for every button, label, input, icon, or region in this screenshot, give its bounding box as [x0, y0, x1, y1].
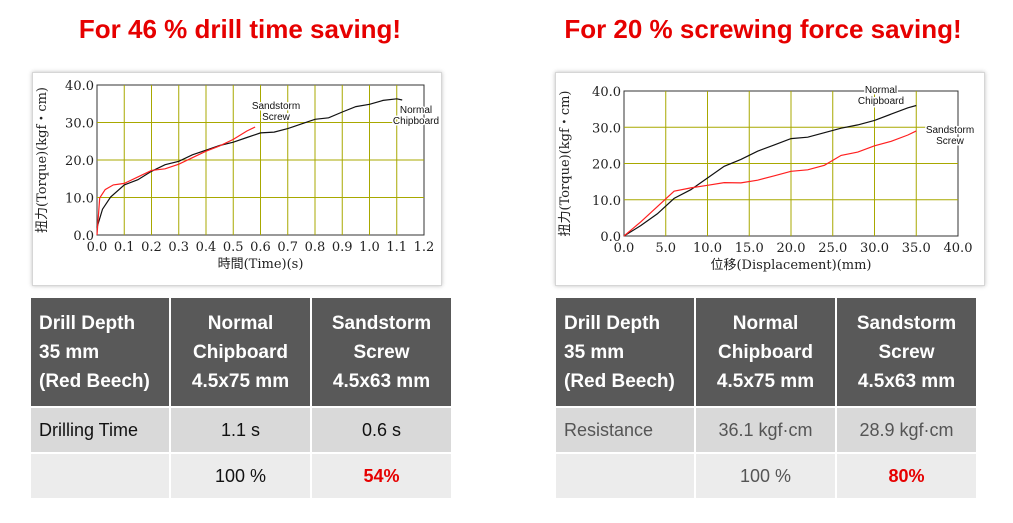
x-tick-label: 0.1: [114, 240, 135, 255]
x-tick-label: 0.0: [87, 240, 108, 255]
sandstorm-value: 28.9 kgf·cm: [835, 406, 978, 454]
y-tick-label: 0.0: [73, 229, 94, 244]
row-label-empty: [29, 452, 171, 500]
x-tick-label: 1.0: [359, 240, 380, 255]
series-line-normal-chipboard: [623, 104, 917, 237]
y-tick-label: 10.0: [65, 192, 94, 207]
x-tick-label: 5.0: [655, 241, 676, 256]
left-panel: For 46 % drill time saving! 0.0 0.1 0.2 0.3…: [0, 0, 500, 523]
series-label: Sandstorm: [926, 125, 974, 136]
table-row-percent: 100 % 54%: [29, 452, 453, 500]
x-tick-label: 0.9: [332, 240, 353, 255]
sandstorm-percent: 80%: [835, 452, 978, 500]
x-tick-label: 15.0: [735, 241, 764, 256]
left-chart: 0.0 0.1 0.2 0.3 0.4 0.5 0.6 0.7 0.8 0.9 1.0 1.1 1.2 0…: [32, 72, 442, 286]
header-drill-depth: Drill Depth 35 mm (Red Beech): [554, 296, 696, 408]
right-comparison-table: Drill Depth 35 mm (Red Beech) Normal Chipbo…: [554, 296, 978, 500]
x-tick-label: 0.4: [196, 240, 217, 255]
x-tick-label: 20.0: [777, 241, 806, 256]
right-chart-svg: 0.0 5.0 10.0 15.0 20.0 25.0 30.0 35.0 40.0 0.0 10.…: [558, 84, 976, 274]
right-chart: 0.0 5.0 10.0 15.0 20.0 25.0 30.0 35.0 40.0 0.0 10.…: [555, 72, 985, 286]
table-row-percent: 100 % 80%: [554, 452, 978, 500]
right-panel: For 20 % screwing force saving! 0.0 5.0 10…: [513, 0, 1013, 523]
x-tick-label: 0.3: [168, 240, 189, 255]
series-label: Normal: [865, 85, 897, 96]
series-label: Screw: [936, 136, 965, 147]
series-label: Screw: [262, 112, 291, 123]
series-label: Sandstorm: [252, 101, 300, 112]
left-comparison-table: Drill Depth 35 mm (Red Beech) Normal Chipbo…: [29, 296, 453, 500]
x-tick-label: 0.7: [277, 240, 298, 255]
y-tick-label: 30.0: [65, 117, 94, 132]
y-tick-label: 20.0: [592, 158, 621, 173]
x-tick-label: 1.1: [386, 240, 407, 255]
right-headline: For 20 % screwing force saving!: [564, 14, 962, 44]
series-line-sandstorm-screw: [96, 126, 256, 236]
row-label-empty: [554, 452, 696, 500]
y-tick-label: 0.0: [600, 230, 621, 245]
series-label: Chipboard: [393, 116, 439, 127]
x-tick-label: 0.8: [305, 240, 326, 255]
normal-value: 36.1 kgf·cm: [694, 406, 837, 454]
row-label: Drilling Time: [29, 406, 171, 454]
sandstorm-value: 0.6 s: [310, 406, 453, 454]
x-tick-label: 40.0: [944, 241, 973, 256]
header-sandstorm-screw: Sandstorm Screw 4.5x63 mm: [835, 296, 978, 408]
row-label: Resistance: [554, 406, 696, 454]
left-headline: For 46 % drill time saving!: [78, 14, 402, 44]
y-tick-label: 20.0: [65, 154, 94, 169]
header-drill-depth: Drill Depth 35 mm (Red Beech): [29, 296, 171, 408]
y-tick-label: 10.0: [592, 194, 621, 209]
series-line-sandstorm-screw: [623, 130, 917, 237]
left-chart-svg: 0.0 0.1 0.2 0.3 0.4 0.5 0.6 0.7 0.8 0.9 1.0 1.1 1.2 0…: [35, 79, 441, 272]
table-header-row: Drill Depth 35 mm (Red Beech) Normal Chipbo…: [554, 296, 978, 408]
header-sandstorm-screw: Sandstorm Screw 4.5x63 mm: [310, 296, 453, 408]
y-tick-label: 40.0: [592, 85, 621, 100]
y-tick-label: 30.0: [592, 121, 621, 136]
x-tick-label: 35.0: [902, 241, 931, 256]
normal-percent: 100 %: [694, 452, 837, 500]
table-row-resistance: Resistance 36.1 kgf·cm 28.9 kgf·cm: [554, 406, 978, 454]
x-tick-label: 10.0: [693, 241, 722, 256]
sandstorm-percent: 54%: [310, 452, 453, 500]
x-tick-label: 0.2: [141, 240, 162, 255]
x-tick-label: 0.0: [614, 241, 635, 256]
header-normal-chipboard: Normal Chipboard 4.5x75 mm: [694, 296, 837, 408]
series-label: Normal: [400, 105, 432, 116]
y-axis-title: 扭力(Torque)(kgf・cm): [35, 87, 50, 233]
y-axis-title: 扭力(Torque)(kgf・cm): [558, 91, 573, 237]
table-header-row: Drill Depth 35 mm (Red Beech) Normal Chipbo…: [29, 296, 453, 408]
normal-value: 1.1 s: [169, 406, 312, 454]
x-tick-label: 30.0: [860, 241, 889, 256]
series-line-normal-chipboard: [96, 98, 403, 228]
normal-percent: 100 %: [169, 452, 312, 500]
x-tick-label: 25.0: [818, 241, 847, 256]
x-tick-label: 0.6: [250, 240, 271, 255]
x-axis-title: 時間(Time)(s): [218, 257, 304, 272]
y-tick-label: 40.0: [65, 79, 94, 94]
table-row-drilling-time: Drilling Time 1.1 s 0.6 s: [29, 406, 453, 454]
x-tick-label: 1.2: [414, 240, 435, 255]
header-normal-chipboard: Normal Chipboard 4.5x75 mm: [169, 296, 312, 408]
x-tick-label: 0.5: [223, 240, 244, 255]
x-axis-title: 位移(Displacement)(mm): [710, 258, 871, 273]
series-label: Chipboard: [858, 96, 904, 107]
